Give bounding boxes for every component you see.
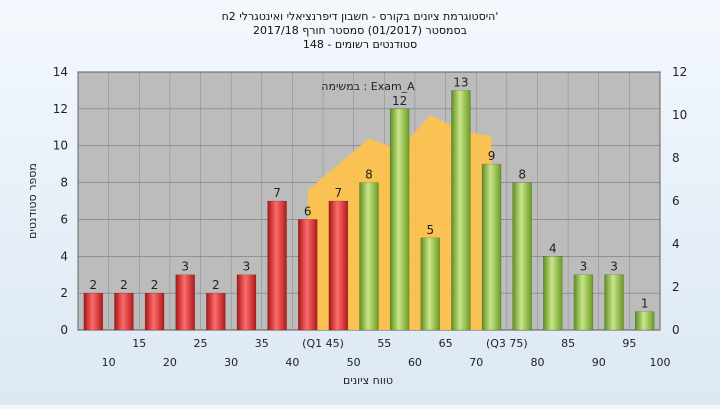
data-label: 3: [181, 260, 189, 274]
bar: [543, 256, 563, 331]
x-tick-label: 70: [469, 356, 483, 369]
data-label: 3: [243, 260, 251, 274]
data-label: 7: [335, 186, 343, 200]
x-tick-label: 100: [650, 356, 671, 369]
bar: [359, 182, 379, 331]
bar: [481, 163, 502, 331]
bar: [389, 108, 410, 331]
y-tick-label: 4: [60, 249, 68, 263]
bar: [114, 292, 134, 331]
data-label: 2: [151, 278, 159, 292]
data-label: 4: [549, 241, 557, 255]
bars: [83, 90, 655, 331]
x-axis: 10 15 20 25 30 35 40(Q1 45)50 55 60 65 70(Q3 75)80…: [102, 337, 671, 369]
bar: [420, 237, 441, 331]
data-label: 2: [89, 278, 97, 292]
title-line: בסמסטר (01/2017) סמסטר חורף 2017/18: [253, 24, 467, 37]
data-label: 6: [304, 204, 312, 218]
y-tick-label: 12: [53, 102, 68, 116]
bar: [175, 274, 195, 331]
data-label: 1: [641, 297, 649, 311]
bar: [236, 274, 257, 331]
bar: [83, 292, 104, 331]
bar: [144, 292, 165, 331]
bar: [604, 274, 624, 331]
data-label: 2: [120, 278, 128, 292]
y-axis-left: 0 2 4 6 8 10 12 14: [53, 65, 68, 337]
data-labels: 2 2 2 3 2 3 7 6 7 8 12 5 13 9 8 4 3 3 1: [89, 75, 648, 310]
bar: [267, 200, 287, 331]
x-tick-label: 55: [377, 337, 391, 350]
data-label: 7: [273, 186, 281, 200]
chart-annotation: במשימה : Exam_A: [321, 80, 415, 93]
data-label: 9: [488, 149, 496, 163]
bar: [451, 90, 471, 331]
x-tick-label: 30: [224, 356, 238, 369]
x-tick-label: 90: [592, 356, 606, 369]
y-tick-label: 10: [53, 139, 68, 153]
bar: [297, 219, 318, 331]
x-axis-label: טווח ציונים: [343, 374, 393, 387]
y2-tick-label: 2: [672, 280, 680, 294]
data-label: 8: [518, 168, 526, 182]
y-axis-right: 0 2 4 6 8 10 12: [672, 65, 687, 337]
bar: [512, 182, 532, 331]
y-axis-label: מספר סטודנטים: [26, 163, 39, 239]
y2-tick-label: 6: [672, 194, 680, 208]
x-tick-label: 25: [194, 337, 208, 350]
y2-tick-label: 10: [672, 108, 687, 122]
data-label: 3: [610, 260, 618, 274]
x-tick-label: 50: [347, 356, 361, 369]
x-tick-label: (Q3 75): [486, 337, 528, 350]
data-label: 3: [580, 260, 588, 274]
bar: [573, 274, 594, 331]
y2-tick-label: 4: [672, 237, 680, 251]
chart-title: היסטוגרמת ציונים בקורס - חשבון דיפרנציאל…: [222, 10, 499, 51]
x-tick-label: 65: [439, 337, 453, 350]
x-tick-label: 60: [408, 356, 422, 369]
x-tick-label: 40: [285, 356, 299, 369]
x-tick-label: 10: [102, 356, 116, 369]
x-tick-label: 15: [132, 337, 146, 350]
x-tick-label: 95: [622, 337, 636, 350]
title-line: 148 - סטודנטים רשומים: [303, 38, 417, 51]
title-line: היסטוגרמת ציונים בקורס - חשבון דיפרנציאל…: [222, 10, 499, 23]
y-tick-label: 0: [60, 323, 68, 337]
x-tick-label: (Q1 45): [302, 337, 344, 350]
x-tick-label: 20: [163, 356, 177, 369]
bar: [634, 311, 655, 331]
y2-tick-label: 12: [672, 65, 687, 79]
x-tick-label: 80: [530, 356, 544, 369]
bar: [206, 292, 226, 331]
data-label: 2: [212, 278, 220, 292]
y-tick-label: 14: [53, 65, 68, 79]
data-label: 5: [426, 223, 434, 237]
data-label: 13: [453, 75, 468, 89]
y2-tick-label: 0: [672, 323, 680, 337]
y-tick-label: 8: [60, 176, 68, 190]
x-tick-label: 35: [255, 337, 269, 350]
x-tick-label: 85: [561, 337, 575, 350]
data-label: 8: [365, 168, 373, 182]
y-tick-label: 2: [60, 286, 68, 300]
y2-tick-label: 8: [672, 151, 680, 165]
data-label: 12: [392, 94, 407, 108]
bar: [328, 200, 349, 331]
y-tick-label: 6: [60, 212, 68, 226]
